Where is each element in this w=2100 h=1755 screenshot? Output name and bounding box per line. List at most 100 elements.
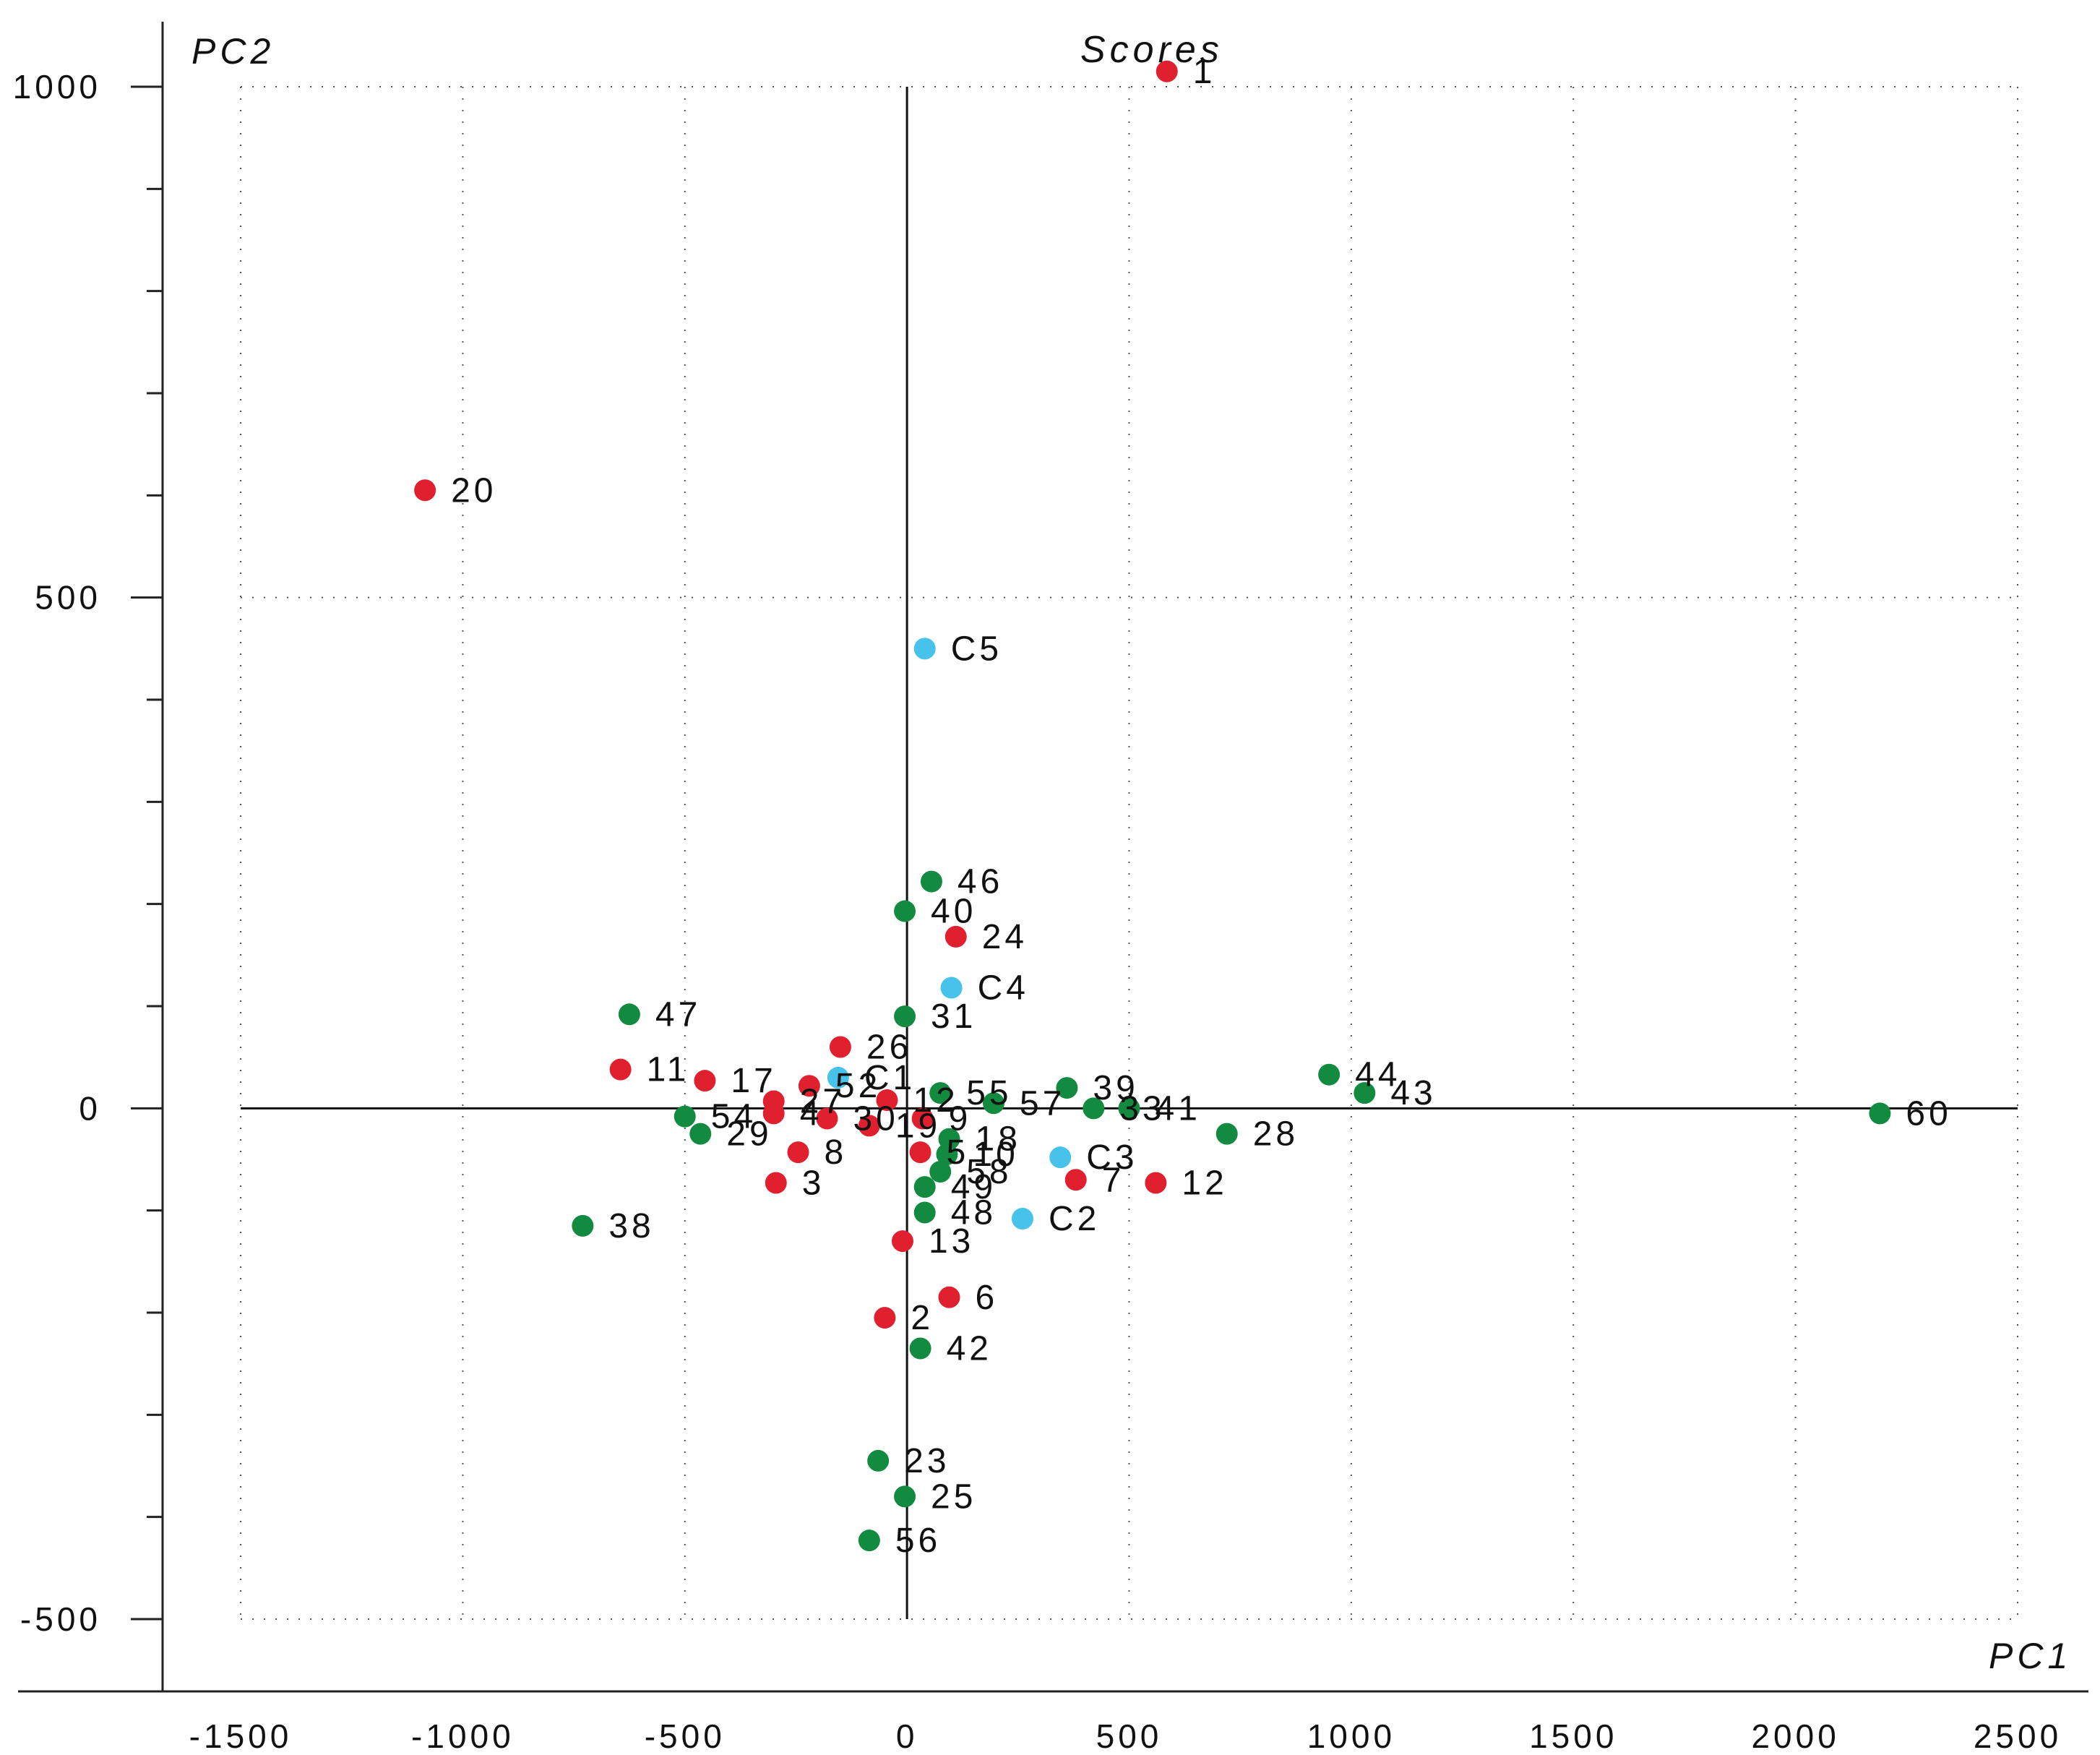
point-label: 17 bbox=[731, 1062, 776, 1100]
point-label: 38 bbox=[608, 1207, 654, 1245]
data-points bbox=[414, 60, 1891, 1552]
point-label: 18 bbox=[976, 1120, 1021, 1159]
point-label: 1 bbox=[1193, 53, 1216, 91]
point-label: 43 bbox=[1390, 1074, 1436, 1112]
data-point-cyan bbox=[827, 1066, 849, 1089]
data-point-green bbox=[936, 1143, 958, 1165]
data-point-red bbox=[891, 1230, 913, 1253]
data-point-red bbox=[858, 1115, 880, 1137]
point-label: 57 bbox=[1020, 1084, 1065, 1123]
data-point-green bbox=[929, 1160, 952, 1183]
point-label: 11 bbox=[647, 1051, 690, 1089]
data-point-red bbox=[938, 1286, 960, 1308]
point-label: 47 bbox=[655, 995, 701, 1034]
data-point-green bbox=[1118, 1097, 1140, 1120]
point-label: 3 bbox=[802, 1164, 825, 1203]
point-label: 6 bbox=[976, 1279, 999, 1317]
data-point-green bbox=[913, 1201, 936, 1224]
data-point-green bbox=[858, 1529, 880, 1552]
x-axis-title: PC1 bbox=[1989, 1636, 2072, 1676]
data-point-red bbox=[762, 1102, 785, 1125]
data-point-red bbox=[694, 1070, 716, 1092]
point-label: 52 bbox=[835, 1067, 881, 1105]
point-label: C3 bbox=[1086, 1138, 1137, 1177]
point-label: 39 bbox=[1093, 1069, 1138, 1107]
point-label: 10 bbox=[973, 1136, 1018, 1174]
data-point-green bbox=[1083, 1097, 1105, 1120]
data-point-green bbox=[689, 1123, 712, 1145]
point-label: 25 bbox=[931, 1477, 976, 1516]
data-point-red bbox=[944, 925, 967, 948]
x-tick-label: 0 bbox=[896, 1717, 918, 1755]
data-point-red bbox=[816, 1107, 838, 1130]
data-point-green bbox=[618, 1003, 640, 1026]
data-point-red bbox=[609, 1058, 632, 1081]
y-tick-label: 500 bbox=[35, 579, 101, 617]
data-point-red bbox=[874, 1307, 896, 1329]
point-label: 12 bbox=[1182, 1164, 1227, 1203]
point-label: 2 bbox=[911, 1299, 934, 1337]
point-label: 26 bbox=[866, 1029, 912, 1067]
point-label: 33 bbox=[1119, 1089, 1165, 1128]
data-point-green bbox=[913, 1176, 936, 1198]
point-label: 46 bbox=[958, 863, 1003, 901]
x-tick-label: 500 bbox=[1096, 1717, 1163, 1755]
data-point-red bbox=[414, 479, 436, 502]
data-point-green bbox=[1869, 1102, 1891, 1125]
data-point-green bbox=[894, 900, 916, 922]
axes: -500 0 500 1000 -1500 -1000 -500 0 500 1000 1500 20… bbox=[13, 22, 2088, 1755]
point-label: 24 bbox=[982, 918, 1028, 956]
data-point-green bbox=[1056, 1077, 1078, 1099]
point-label: 56 bbox=[895, 1522, 941, 1560]
point-label: 23 bbox=[904, 1442, 950, 1480]
grid-lines bbox=[240, 86, 2018, 1620]
point-label: 12 bbox=[913, 1081, 958, 1120]
point-label: 55 bbox=[966, 1074, 1012, 1112]
point-label: C1 bbox=[864, 1059, 916, 1097]
point-label: 60 bbox=[1906, 1094, 1951, 1133]
point-label: 54 bbox=[711, 1098, 757, 1136]
data-point-green bbox=[1215, 1123, 1238, 1145]
x-tick-label: 1500 bbox=[1529, 1717, 1617, 1755]
data-point-green bbox=[674, 1105, 696, 1128]
point-label: C4 bbox=[978, 969, 1029, 1008]
point-label: 7 bbox=[1102, 1161, 1125, 1199]
data-point-cyan bbox=[940, 977, 963, 999]
point-label: C5 bbox=[951, 630, 1002, 668]
x-tick-label: -1500 bbox=[189, 1717, 293, 1755]
data-point-green bbox=[920, 870, 942, 893]
point-label: 30 bbox=[853, 1099, 898, 1138]
point-label: 58 bbox=[966, 1153, 1012, 1191]
x-tick-label: 2500 bbox=[1974, 1717, 2062, 1755]
data-point-green bbox=[909, 1337, 931, 1360]
data-point-red bbox=[876, 1089, 898, 1112]
point-label: C2 bbox=[1049, 1200, 1100, 1238]
point-label: 19 bbox=[895, 1107, 941, 1145]
point-label: 28 bbox=[1253, 1115, 1299, 1154]
y-tick-label: -500 bbox=[20, 1600, 101, 1638]
data-point-green bbox=[867, 1449, 890, 1472]
data-point-red bbox=[787, 1141, 809, 1164]
point-label: 40 bbox=[931, 893, 976, 931]
point-label: 48 bbox=[951, 1193, 997, 1232]
point-label: 49 bbox=[951, 1168, 997, 1206]
data-point-green bbox=[572, 1214, 594, 1237]
data-point-green bbox=[929, 1082, 952, 1104]
point-label: 5 bbox=[947, 1133, 970, 1172]
data-point-red bbox=[1145, 1172, 1167, 1194]
data-point-red bbox=[1156, 60, 1178, 82]
x-tick-label: 1000 bbox=[1307, 1717, 1395, 1755]
data-point-red bbox=[909, 1141, 931, 1164]
data-point-green bbox=[894, 1485, 916, 1508]
data-point-red bbox=[798, 1075, 820, 1097]
data-point-red bbox=[1064, 1169, 1087, 1191]
point-label: 31 bbox=[931, 997, 976, 1036]
point-label: 29 bbox=[726, 1115, 772, 1154]
x-tick-label: -500 bbox=[645, 1717, 726, 1755]
data-point-cyan bbox=[1049, 1146, 1072, 1169]
chart-title: Scores bbox=[1080, 29, 1223, 71]
point-label: 42 bbox=[947, 1329, 992, 1368]
point-label: 44 bbox=[1355, 1056, 1400, 1094]
